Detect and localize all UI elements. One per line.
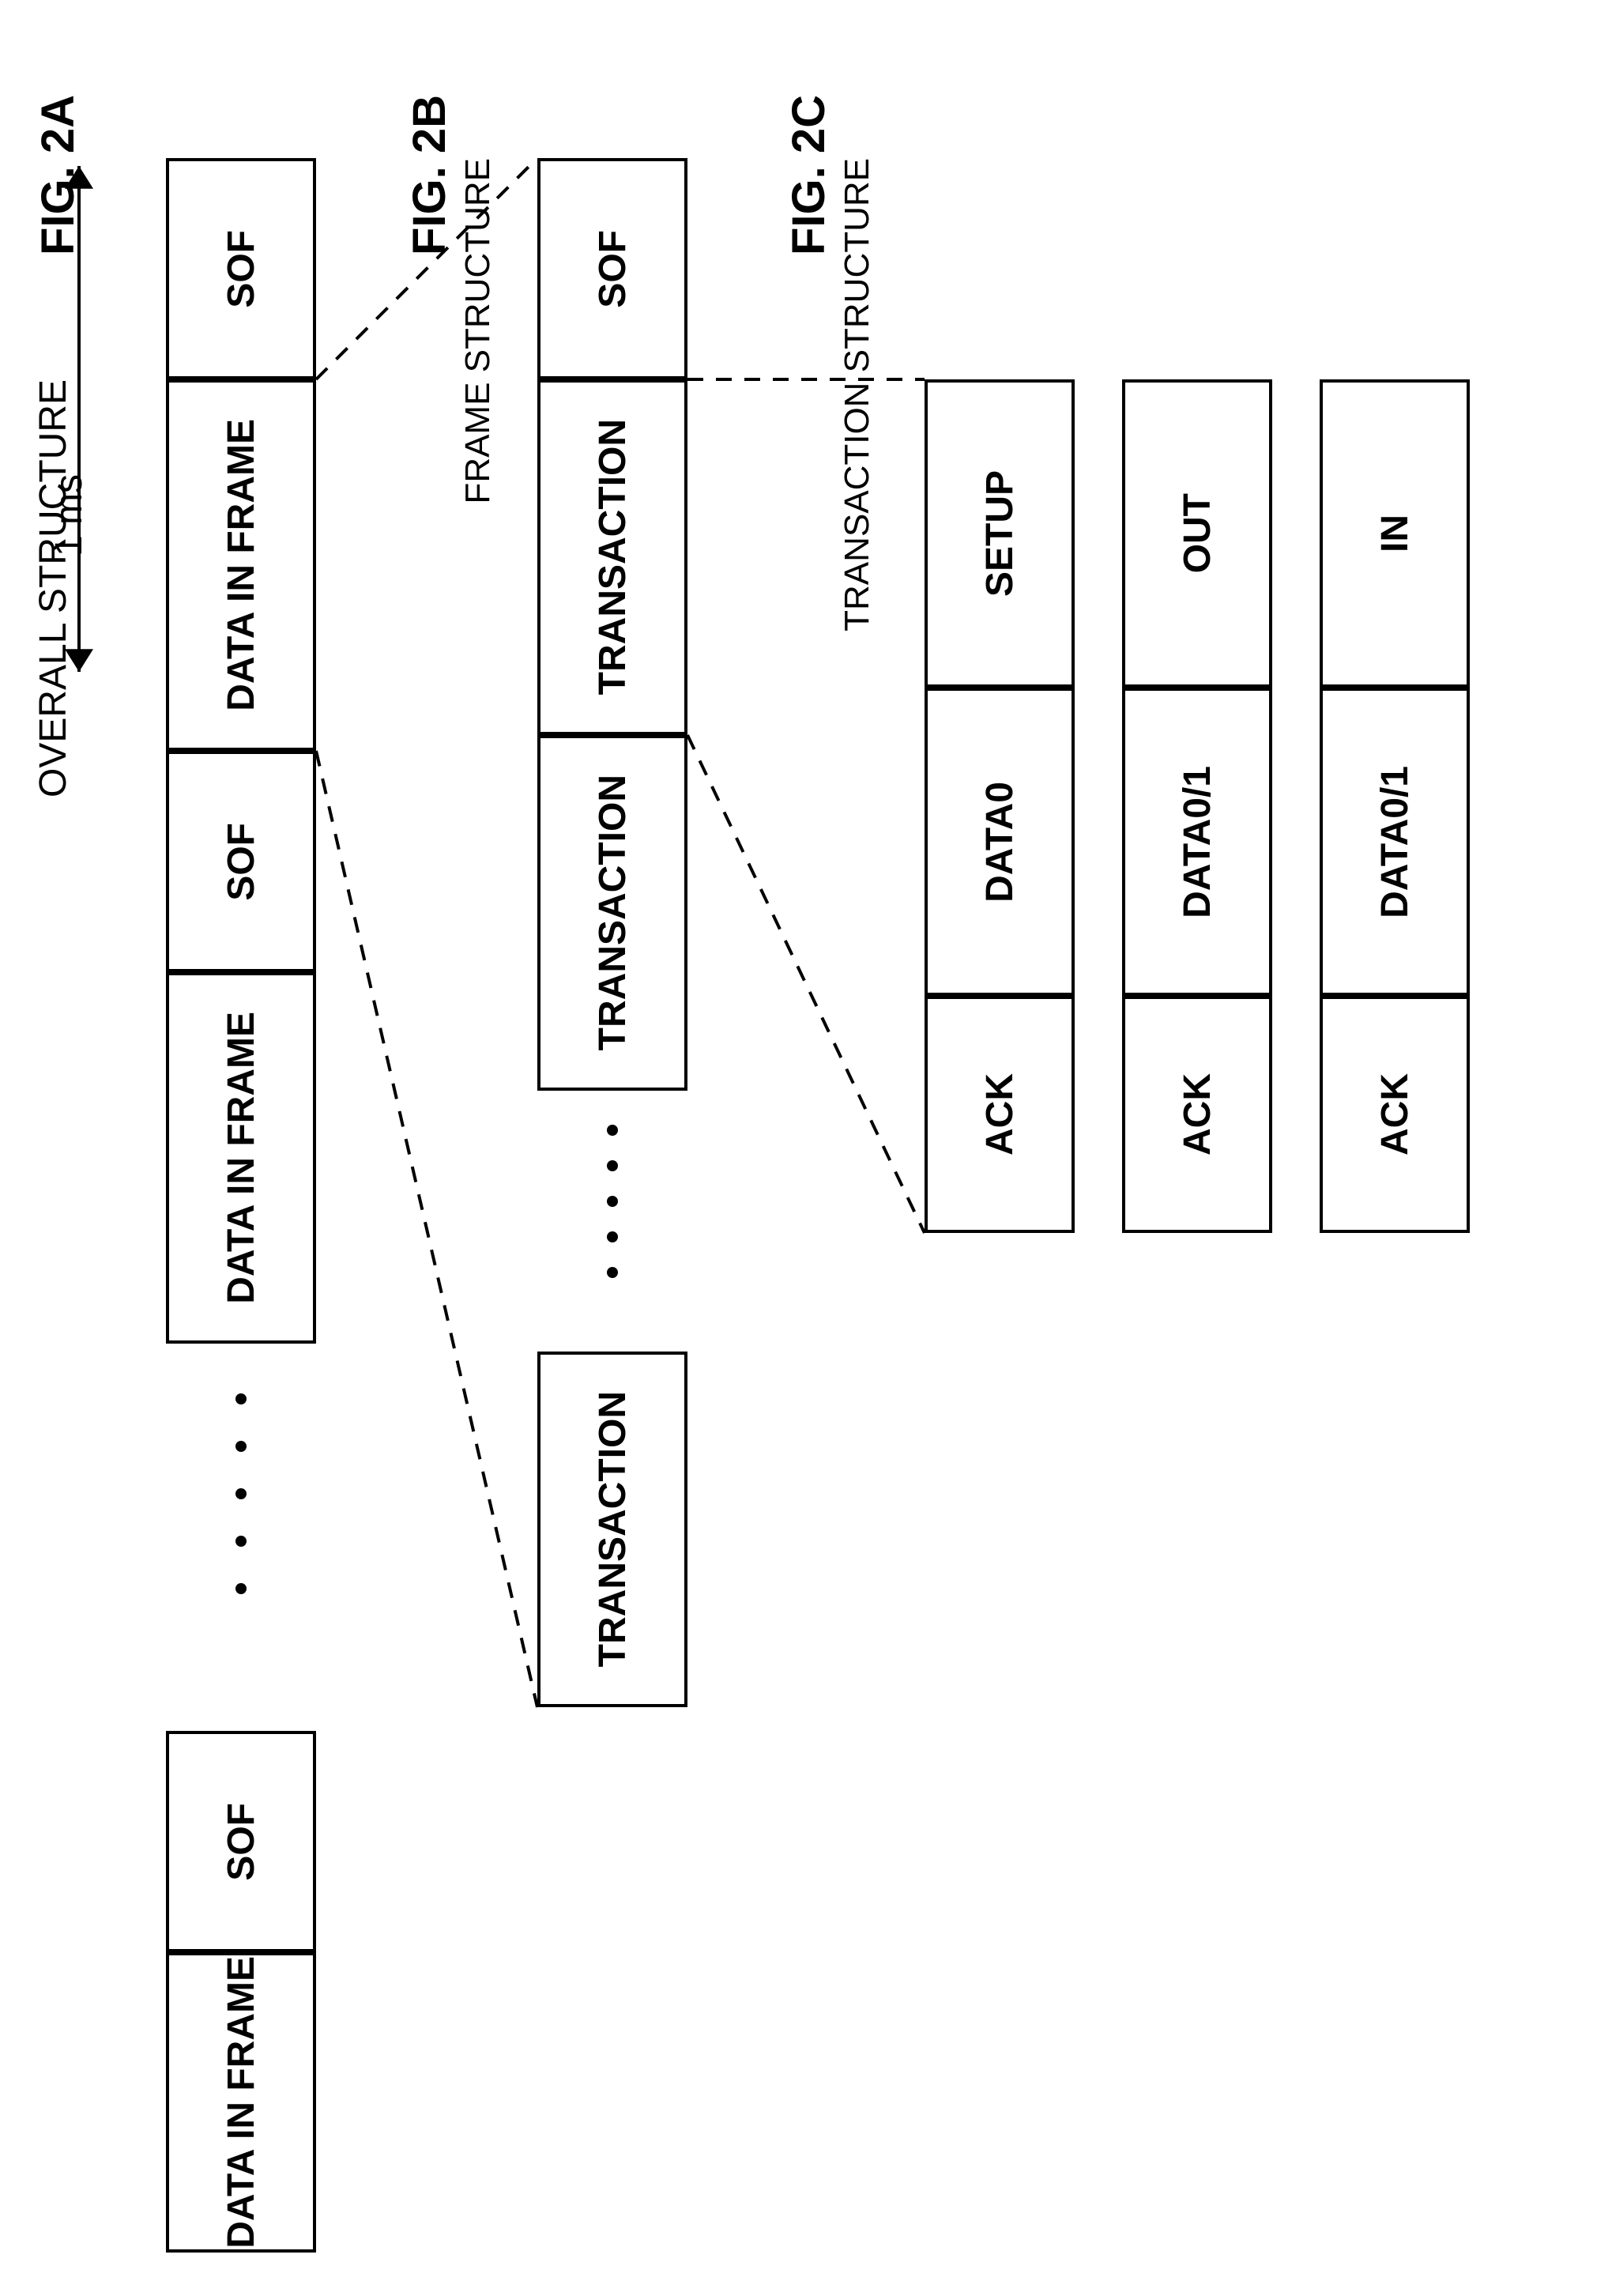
dashed-connectors — [32, 40, 1580, 2253]
